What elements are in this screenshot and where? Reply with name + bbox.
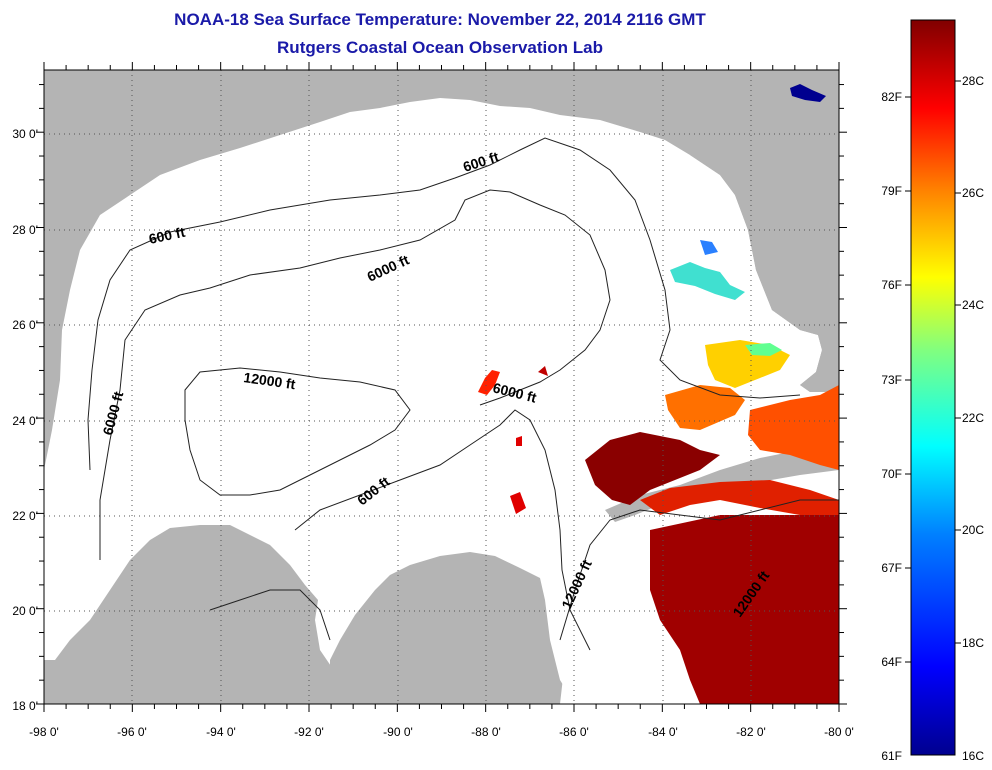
colorbar-f-labels: 82F 79F 76F 73F 70F 67F 64F 61F xyxy=(881,90,902,763)
colorbar-f-label: 82F xyxy=(881,90,902,104)
florida-land xyxy=(690,70,839,392)
contour-6000ft xyxy=(99,189,611,560)
colorbar-f-label: 70F xyxy=(881,467,902,481)
lat-tick-label: 28 0' xyxy=(12,223,38,237)
contour-12000ft-south xyxy=(559,499,839,641)
lon-tick-label: -98 0' xyxy=(29,725,59,739)
lat-tick-label: 20 0' xyxy=(12,604,38,618)
colorbar-f-label: 67F xyxy=(881,561,902,575)
lon-tick-label: -88 0' xyxy=(471,725,501,739)
colorbar-f-label: 64F xyxy=(881,655,902,669)
contour-600ft-south xyxy=(294,409,591,651)
map-title: NOAA-18 Sea Surface Temperature: Novembe… xyxy=(174,10,706,29)
lat-tick-label: 22 0' xyxy=(12,509,38,523)
colorbar-f-label: 61F xyxy=(881,749,902,763)
lat-tick-label: 30 0' xyxy=(12,127,38,141)
colorbar-c-label: 24C xyxy=(962,298,984,312)
lon-labels: -98 0' -96 0' -94 0' -92 0' -90 0' -88 0… xyxy=(29,725,854,739)
lat-tick-label: 18 0' xyxy=(12,699,38,713)
map-grid xyxy=(44,70,839,704)
lon-tick-label: -80 0' xyxy=(824,725,854,739)
colorbar-f-label: 76F xyxy=(881,278,902,292)
contour-inner xyxy=(209,589,331,641)
colorbar-c-label: 26C xyxy=(962,186,984,200)
yucatan-land xyxy=(330,552,575,704)
colorbar-ticks xyxy=(905,80,961,663)
lon-tick-label: -96 0' xyxy=(117,725,147,739)
colorbar-c-label: 16C xyxy=(962,749,984,763)
lat-tick-label: 26 0' xyxy=(12,318,38,332)
colorbar-f-label: 73F xyxy=(881,373,902,387)
lat-labels: 18 0' 20 0' 22 0' 24 0' 26 0' 28 0' 30 0… xyxy=(12,127,38,713)
colorbar-c-label: 22C xyxy=(962,411,984,425)
sst-patches xyxy=(478,84,839,704)
lon-tick-label: -94 0' xyxy=(206,725,236,739)
map-subtitle: Rutgers Coastal Ocean Observation Lab xyxy=(277,38,603,57)
colorbar-c-label: 20C xyxy=(962,523,984,537)
colorbar-c-label: 28C xyxy=(962,74,984,88)
contour-label: 12000 ft xyxy=(243,369,297,392)
contour-label: 600 ft xyxy=(147,224,186,247)
lon-tick-label: -84 0' xyxy=(648,725,678,739)
contour-600ft xyxy=(87,137,801,471)
colorbar-f-label: 79F xyxy=(881,184,902,198)
colorbar-c-labels: 28C 26C 24C 22C 20C 18C 16C xyxy=(962,74,984,763)
lat-tick-label: 24 0' xyxy=(12,414,38,428)
lon-tick-label: -86 0' xyxy=(559,725,589,739)
colorbar xyxy=(910,19,956,756)
colorbar-c-label: 18C xyxy=(962,636,984,650)
lon-tick-label: -90 0' xyxy=(383,725,413,739)
lon-tick-label: -92 0' xyxy=(294,725,324,739)
bathymetry-contours xyxy=(87,137,839,651)
tick-marks xyxy=(36,62,847,712)
contour-12000ft xyxy=(184,367,411,496)
lon-tick-label: -82 0' xyxy=(736,725,766,739)
